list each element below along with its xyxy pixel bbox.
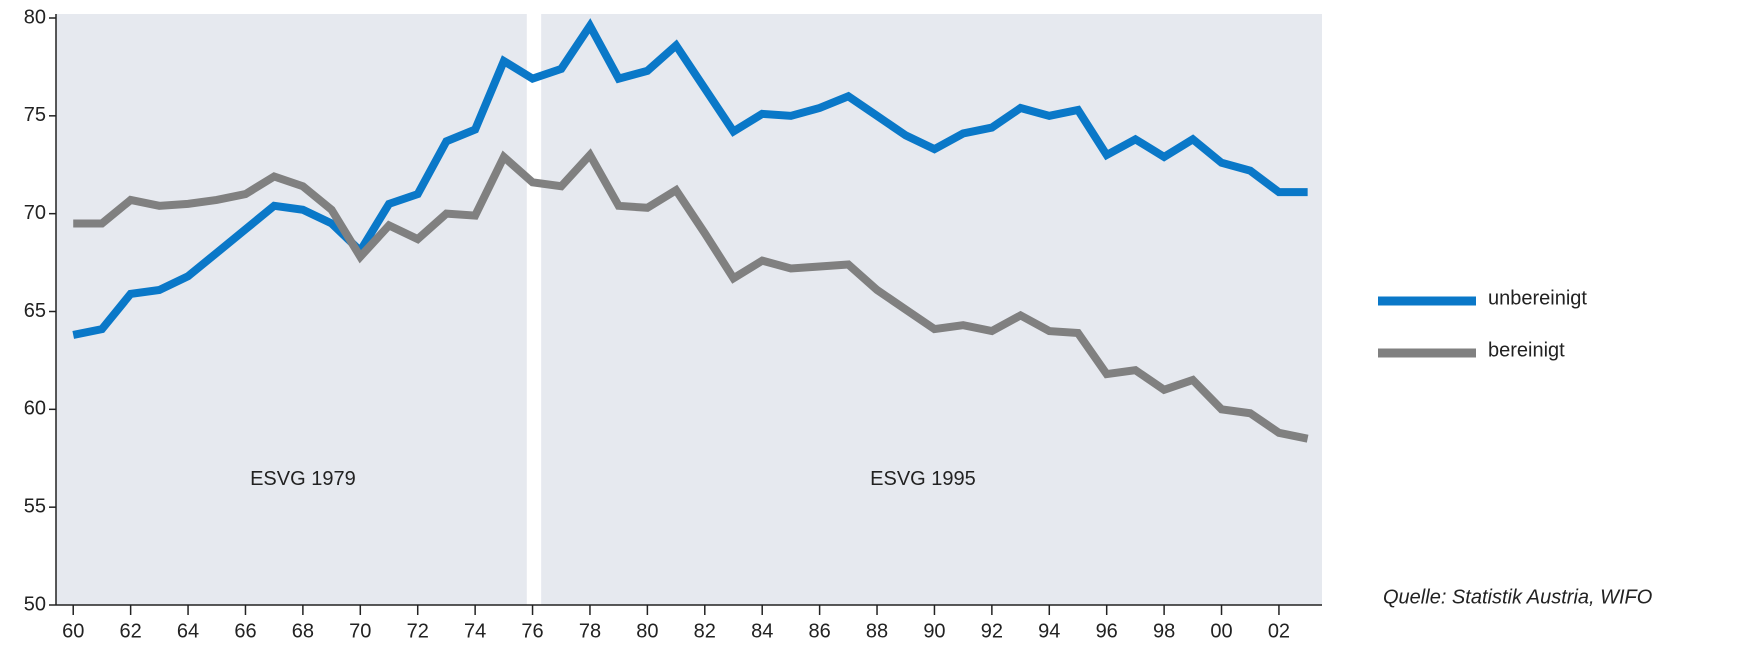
period-band (56, 14, 527, 605)
x-tick-label: 72 (407, 620, 429, 642)
y-tick-label: 60 (24, 398, 46, 420)
legend-label: unbereinigt (1488, 287, 1587, 309)
y-tick-label: 65 (24, 300, 46, 322)
x-tick-label: 92 (981, 620, 1003, 642)
x-tick-label: 80 (636, 620, 658, 642)
y-tick-label: 55 (24, 495, 46, 517)
y-tick-label: 70 (24, 202, 46, 224)
x-tick-label: 88 (866, 620, 888, 642)
legend-label: bereinigt (1488, 339, 1565, 361)
x-tick-label: 64 (177, 620, 199, 642)
x-tick-label: 66 (234, 620, 256, 642)
x-tick-label: 94 (1038, 620, 1060, 642)
x-tick-label: 00 (1210, 620, 1232, 642)
x-tick-label: 86 (808, 620, 830, 642)
line-series (73, 148, 1309, 443)
x-tick-label: 96 (1096, 620, 1118, 642)
source: Quelle: Statistik Austria, WIFO (1383, 586, 1652, 608)
x-tick-label: 62 (120, 620, 142, 642)
period-label: ESVG 1979 (250, 468, 356, 490)
x-tick-label: 78 (579, 620, 601, 642)
y-tick-label: 50 (24, 593, 46, 615)
line-series (72, 18, 1308, 339)
x-tick-label: 84 (751, 620, 773, 642)
x-tick-label: 68 (292, 620, 314, 642)
period-label: ESVG 1995 (870, 468, 976, 490)
x-tick-label: 74 (464, 620, 486, 642)
x-tick-label: 70 (349, 620, 371, 642)
x-tick-label: 02 (1268, 620, 1290, 642)
x-tick-label: 76 (521, 620, 543, 642)
x-tick-label: 82 (694, 620, 716, 642)
period-band (541, 14, 1322, 605)
x-tick-label: 60 (62, 620, 84, 642)
y-tick-label: 80 (24, 6, 46, 28)
x-tick-label: 90 (923, 620, 945, 642)
x-tick-label: 98 (1153, 620, 1175, 642)
y-tick-label: 75 (24, 104, 46, 126)
